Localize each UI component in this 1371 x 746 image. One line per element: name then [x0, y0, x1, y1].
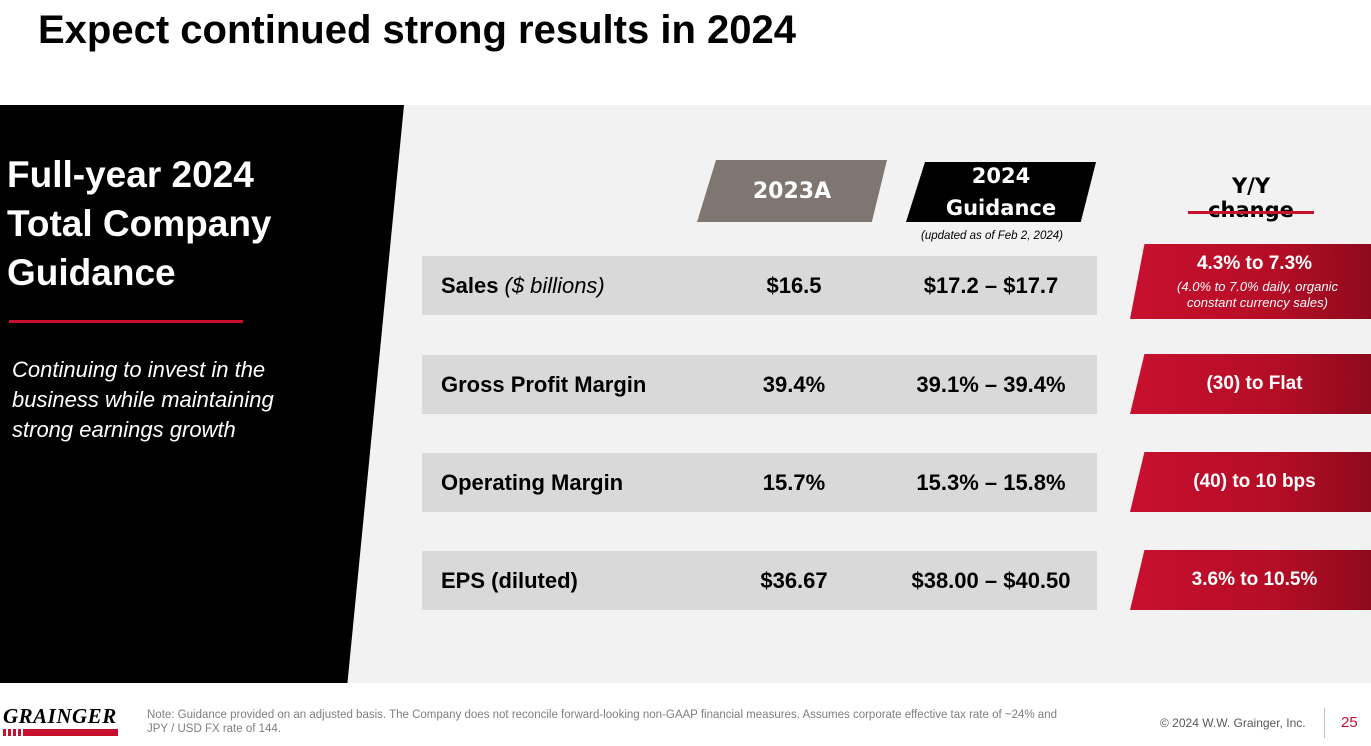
guidance-panel	[0, 105, 404, 683]
value-2023: $36.67	[760, 567, 828, 593]
table-row-sales: Sales ($ billions) $16.5 $17.2 – $17.7	[422, 256, 1097, 315]
table-row-eps: EPS (diluted) $36.67 $38.00 – $40.50	[422, 551, 1097, 610]
value-2024-guidance: $38.00 – $40.50	[911, 567, 1071, 593]
change-note-line: constant currency sales)	[1187, 294, 1328, 310]
change-badge-sales: 4.3% to 7.3% (4.0% to 7.0% daily, organi…	[1130, 244, 1371, 319]
table-row-operating-margin: Operating Margin 15.7% 15.3% – 15.8%	[422, 453, 1097, 512]
change-badge-operating-margin: (40) to 10 bps	[1130, 452, 1371, 512]
copyright: © 2024 W.W. Grainger, Inc.	[1160, 716, 1306, 730]
panel-heading: Full-year 2024 Total Company Guidance	[7, 150, 347, 297]
table-row-gross-profit-margin: Gross Profit Margin 39.4% 39.1% – 39.4%	[422, 355, 1097, 414]
panel-heading-line: Guidance	[7, 252, 176, 293]
footer-divider	[1324, 708, 1325, 738]
change-badge-eps: 3.6% to 10.5%	[1130, 550, 1371, 610]
change-value: (30) to Flat	[1206, 373, 1303, 394]
value-2024-guidance: 39.1% – 39.4%	[916, 371, 1066, 397]
panel-heading-line: Full-year 2024	[7, 154, 254, 195]
footnote-line: JPY / USD FX rate of 144.	[147, 723, 282, 735]
value-2024-guidance: 15.3% – 15.8%	[916, 469, 1066, 495]
panel-subtitle-line: Continuing to invest in the	[12, 357, 266, 382]
grainger-logo: GRAINGER	[3, 705, 128, 739]
guidance-header-line: Guidance	[945, 196, 1057, 220]
metric-unit: ($ billions)	[504, 272, 605, 298]
change-note-line: (4.0% to 7.0% daily, organic	[1177, 278, 1338, 294]
page-title: Expect continued strong results in 2024	[38, 8, 796, 52]
column-header-2024-guidance: 2024 Guidance	[906, 162, 1096, 222]
change-value: 4.3% to 7.3%	[1196, 252, 1313, 274]
panel-heading-line: Total Company	[7, 203, 272, 244]
change-badge-gross-profit-margin: (30) to Flat	[1130, 354, 1371, 414]
page-number: 25	[1341, 714, 1358, 731]
metric-label: Sales ($ billions)	[441, 256, 605, 315]
change-value: (40) to 10 bps	[1193, 471, 1316, 492]
panel-divider	[9, 320, 243, 323]
change-note: (4.0% to 7.0% daily, organic constant cu…	[1163, 279, 1338, 311]
metric-label: Gross Profit Margin	[441, 371, 647, 397]
logo-stripes	[3, 729, 128, 736]
metric-name: Sales	[441, 272, 499, 298]
value-2024-guidance: $17.2 – $17.7	[923, 272, 1059, 298]
yy-header-underline	[1188, 211, 1314, 214]
panel-subtitle-line: strong earnings growth	[12, 417, 236, 442]
guidance-header-line: 2024	[971, 164, 1031, 188]
logo-wordmark: GRAINGER	[3, 704, 117, 728]
footnote-line: Note: Guidance provided on an adjusted b…	[147, 709, 1057, 721]
column-header-2023-actual: 2023A	[697, 160, 887, 222]
panel-subtitle-line: business while maintaining	[12, 387, 274, 412]
change-value: 3.6% to 10.5%	[1191, 569, 1318, 590]
guidance-update-note: (updated as of Feb 2, 2024)	[921, 230, 1063, 242]
column-header-yy-change: Y/Y change	[1208, 174, 1294, 222]
metric-label: Operating Margin	[441, 469, 624, 495]
value-2023: $16.5	[766, 272, 822, 298]
value-2023: 15.7%	[762, 469, 826, 495]
value-2023: 39.4%	[762, 371, 826, 397]
metric-label: EPS (diluted)	[441, 567, 578, 593]
footnote: Note: Guidance provided on an adjusted b…	[147, 708, 1097, 736]
panel-subtitle: Continuing to invest in the business whi…	[12, 355, 312, 445]
